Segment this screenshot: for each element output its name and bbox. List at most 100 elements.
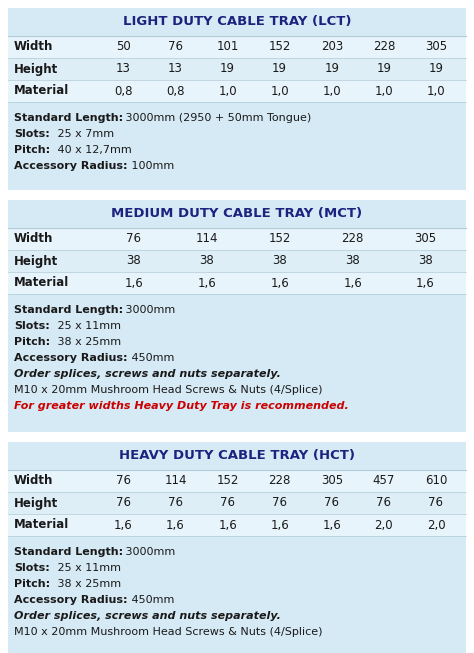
Text: 610: 610: [425, 475, 447, 488]
Text: 76: 76: [168, 40, 183, 54]
Text: 38: 38: [272, 255, 287, 268]
Text: 1,0: 1,0: [374, 84, 393, 97]
Text: Height: Height: [14, 255, 58, 268]
Text: 114: 114: [195, 232, 218, 246]
Text: Material: Material: [14, 276, 69, 289]
Text: 1,6: 1,6: [114, 518, 133, 532]
Text: 76: 76: [220, 496, 235, 509]
Text: Order splices, screws and nuts separately.: Order splices, screws and nuts separatel…: [14, 611, 281, 621]
Text: 76: 76: [116, 475, 131, 488]
Text: 152: 152: [268, 232, 291, 246]
Bar: [8, 514, 466, 536]
Text: 100mm: 100mm: [128, 161, 174, 171]
Text: 76: 76: [168, 496, 183, 509]
Text: Material: Material: [14, 84, 69, 97]
Text: 19: 19: [428, 63, 444, 76]
Text: 228: 228: [373, 40, 395, 54]
Text: 25 x 7mm: 25 x 7mm: [55, 129, 114, 139]
Text: 76: 76: [126, 232, 141, 246]
Text: 38 x 25mm: 38 x 25mm: [55, 337, 121, 347]
Text: Height: Height: [14, 496, 58, 509]
Text: 1,6: 1,6: [166, 518, 185, 532]
Text: Material: Material: [14, 518, 69, 532]
Text: 76: 76: [272, 496, 287, 509]
Text: 457: 457: [373, 475, 395, 488]
Text: 13: 13: [116, 63, 131, 76]
Text: 13: 13: [168, 63, 183, 76]
Text: 2,0: 2,0: [374, 518, 393, 532]
Text: 38: 38: [345, 255, 360, 268]
Text: 40 x 12,7mm: 40 x 12,7mm: [55, 145, 132, 155]
Text: 450mm: 450mm: [128, 353, 174, 363]
Text: Height: Height: [14, 63, 58, 76]
Text: 25 x 11mm: 25 x 11mm: [55, 321, 121, 331]
Text: Pitch:: Pitch:: [14, 145, 50, 155]
Bar: [8, 228, 466, 250]
Text: 305: 305: [414, 232, 437, 246]
Text: Accessory Radius:: Accessory Radius:: [14, 353, 128, 363]
Text: 152: 152: [268, 40, 291, 54]
Text: 1,6: 1,6: [343, 276, 362, 289]
Bar: [8, 200, 466, 432]
Text: 19: 19: [272, 63, 287, 76]
Text: 38: 38: [418, 255, 433, 268]
Text: Slots:: Slots:: [14, 321, 50, 331]
Text: 2,0: 2,0: [427, 518, 445, 532]
Bar: [8, 8, 466, 190]
Text: 1,0: 1,0: [427, 84, 445, 97]
Text: Width: Width: [14, 40, 54, 54]
Text: MEDIUM DUTY CABLE TRAY (MCT): MEDIUM DUTY CABLE TRAY (MCT): [111, 208, 363, 221]
Text: 1,6: 1,6: [322, 518, 341, 532]
Text: Accessory Radius:: Accessory Radius:: [14, 161, 128, 171]
Text: 450mm: 450mm: [128, 595, 174, 605]
Text: 76: 76: [116, 496, 131, 509]
Text: 1,0: 1,0: [218, 84, 237, 97]
Text: 38: 38: [127, 255, 141, 268]
Text: 1,6: 1,6: [270, 518, 289, 532]
Text: 1,0: 1,0: [322, 84, 341, 97]
Text: M10 x 20mm Mushroom Head Screws & Nuts (4/Splice): M10 x 20mm Mushroom Head Screws & Nuts (…: [14, 385, 322, 395]
Text: 25 x 11mm: 25 x 11mm: [55, 563, 121, 573]
Text: 1,6: 1,6: [270, 276, 289, 289]
Text: 38 x 25mm: 38 x 25mm: [55, 579, 121, 589]
Text: HEAVY DUTY CABLE TRAY (HCT): HEAVY DUTY CABLE TRAY (HCT): [119, 449, 355, 462]
Text: 0,8: 0,8: [114, 84, 133, 97]
Text: Slots:: Slots:: [14, 563, 50, 573]
Text: Standard Length:: Standard Length:: [14, 305, 123, 315]
Text: 1,6: 1,6: [124, 276, 143, 289]
Text: Order splices, screws and nuts separately.: Order splices, screws and nuts separatel…: [14, 369, 281, 379]
Text: 19: 19: [220, 63, 235, 76]
Text: Accessory Radius:: Accessory Radius:: [14, 595, 128, 605]
Text: 1,6: 1,6: [218, 518, 237, 532]
Text: Slots:: Slots:: [14, 129, 50, 139]
Text: 152: 152: [216, 475, 239, 488]
Bar: [8, 80, 466, 102]
Text: LIGHT DUTY CABLE TRAY (LCT): LIGHT DUTY CABLE TRAY (LCT): [123, 16, 351, 29]
Text: 305: 305: [425, 40, 447, 54]
Text: 228: 228: [341, 232, 364, 246]
Text: 76: 76: [428, 496, 444, 509]
Text: 203: 203: [320, 40, 343, 54]
Text: 19: 19: [324, 63, 339, 76]
Text: 3000mm (2950 + 50mm Tongue): 3000mm (2950 + 50mm Tongue): [121, 113, 311, 123]
Bar: [8, 470, 466, 492]
Text: Width: Width: [14, 475, 54, 488]
Text: Standard Length:: Standard Length:: [14, 547, 123, 557]
Bar: [8, 272, 466, 294]
Text: For greater widths Heavy Duty Tray is recommended.: For greater widths Heavy Duty Tray is re…: [14, 401, 349, 411]
Bar: [8, 442, 466, 653]
Text: Pitch:: Pitch:: [14, 579, 50, 589]
Text: Width: Width: [14, 232, 54, 246]
Text: 228: 228: [268, 475, 291, 488]
Text: M10 x 20mm Mushroom Head Screws & Nuts (4/Splice): M10 x 20mm Mushroom Head Screws & Nuts (…: [14, 627, 322, 637]
Text: 76: 76: [324, 496, 339, 509]
Text: 305: 305: [321, 475, 343, 488]
Bar: [8, 492, 466, 514]
Text: 1,6: 1,6: [416, 276, 435, 289]
Text: Pitch:: Pitch:: [14, 337, 50, 347]
Bar: [8, 58, 466, 80]
Text: 19: 19: [376, 63, 392, 76]
Text: 1,0: 1,0: [270, 84, 289, 97]
Text: 1,6: 1,6: [197, 276, 216, 289]
Bar: [8, 36, 466, 58]
